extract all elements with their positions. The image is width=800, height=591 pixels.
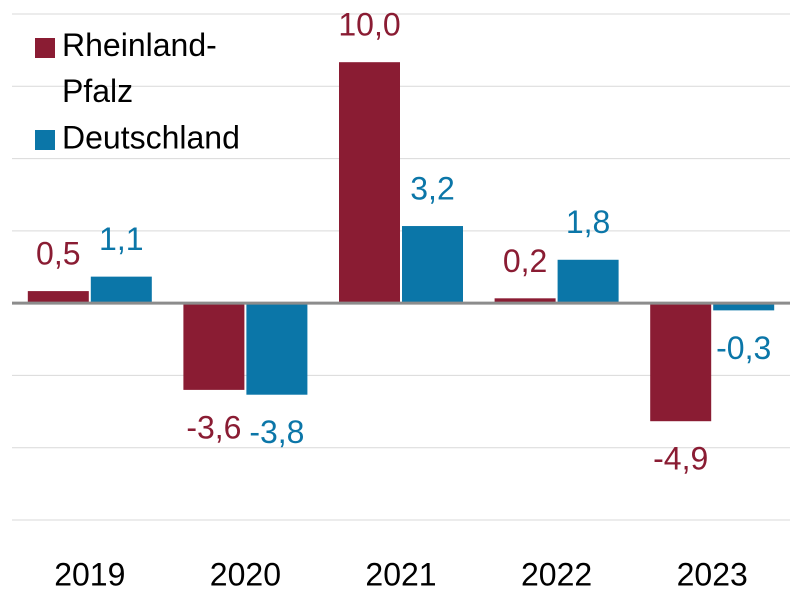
bar bbox=[402, 226, 463, 304]
bar bbox=[557, 259, 619, 304]
data-label: 3,2 bbox=[410, 170, 454, 206]
legend-label: Rheinland-Pfalz bbox=[62, 27, 217, 109]
x-tick-label: 2020 bbox=[210, 556, 281, 591]
data-label: -0,3 bbox=[716, 330, 771, 366]
bar bbox=[339, 62, 400, 304]
data-label: 1,1 bbox=[99, 221, 143, 257]
bar bbox=[494, 298, 556, 304]
bar bbox=[90, 276, 152, 304]
legend-swatch bbox=[35, 130, 55, 150]
data-label: 0,2 bbox=[503, 243, 547, 279]
bar bbox=[246, 303, 308, 395]
bar bbox=[713, 303, 775, 311]
bar bbox=[27, 291, 89, 304]
data-label: 10,0 bbox=[338, 7, 400, 43]
bar bbox=[183, 303, 245, 390]
x-tick-label: 2022 bbox=[521, 556, 592, 591]
data-label: -3,8 bbox=[249, 414, 304, 450]
x-tick-label: 2021 bbox=[365, 556, 436, 591]
data-label: -3,6 bbox=[186, 409, 241, 445]
x-tick-label: 2023 bbox=[677, 556, 748, 591]
bar bbox=[650, 303, 712, 422]
x-tick-label: 2019 bbox=[54, 556, 125, 591]
legend-swatch bbox=[35, 38, 55, 58]
data-label: 1,8 bbox=[566, 204, 610, 240]
legend-label: Deutschland bbox=[62, 119, 240, 155]
data-label: 0,5 bbox=[36, 236, 80, 272]
data-label: -4,9 bbox=[653, 441, 708, 477]
